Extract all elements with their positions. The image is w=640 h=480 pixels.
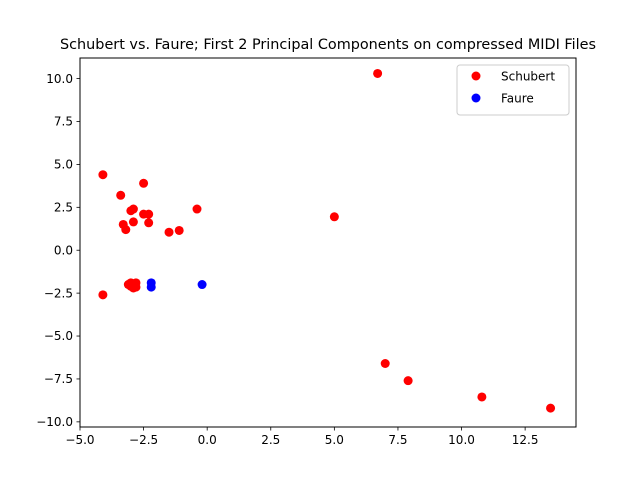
data-point	[144, 218, 154, 228]
data-point	[123, 280, 133, 290]
legend-marker	[471, 93, 481, 103]
y-tick-label: 5.0	[54, 158, 73, 172]
x-tick-label: 2.5	[261, 433, 280, 447]
data-point	[380, 358, 390, 368]
data-point	[373, 68, 383, 78]
y-tick-label: 7.5	[54, 115, 73, 129]
data-point	[116, 190, 126, 200]
x-tick-label: 5.0	[325, 433, 344, 447]
data-point	[121, 225, 131, 235]
y-tick-label: 10.0	[46, 72, 73, 86]
data-point	[403, 376, 413, 386]
y-tick-label: −5.0	[44, 329, 73, 343]
data-point	[128, 217, 138, 227]
legend-frame	[456, 64, 570, 116]
data-point	[98, 170, 108, 180]
x-tick-label: 0.0	[198, 433, 217, 447]
x-tick-label: −5.0	[65, 433, 94, 447]
data-point	[174, 225, 184, 235]
data-point	[131, 282, 141, 292]
data-point	[144, 209, 154, 219]
data-point	[197, 280, 207, 290]
data-point	[477, 392, 487, 402]
data-point	[98, 290, 108, 300]
x-tick-label: −2.5	[129, 433, 158, 447]
x-tick-label: 7.5	[388, 433, 407, 447]
series-faure	[146, 278, 207, 292]
data-point	[546, 403, 556, 413]
series-schubert	[98, 68, 556, 413]
data-point	[146, 282, 156, 292]
data-point	[164, 227, 174, 237]
y-tick-label: −7.5	[44, 372, 73, 386]
legend-label: Faure	[501, 91, 534, 105]
legend: Schubert Faure	[456, 64, 570, 116]
data-point	[139, 178, 149, 188]
chart-title: Schubert vs. Faure; First 2 Principal Co…	[60, 37, 596, 53]
points-layer	[98, 68, 556, 413]
data-point	[126, 206, 136, 216]
y-tick-label: 2.5	[54, 201, 73, 215]
x-tick-label: 12.5	[512, 433, 539, 447]
y-tick-label: −2.5	[44, 286, 73, 300]
legend-marker	[471, 71, 481, 81]
legend-label: Schubert	[501, 69, 555, 83]
y-tick-label: 0.0	[54, 243, 73, 257]
ticks-layer: −5.0 −2.5 0.0 2.5 5.0 7.5 10.0 12.5 −10.0 −7.5 −5.…	[36, 72, 538, 447]
x-tick-label: 10.0	[448, 433, 475, 447]
y-tick-label: −10.0	[36, 415, 73, 429]
data-point	[329, 212, 339, 222]
data-point	[192, 204, 202, 214]
axes-frame	[79, 57, 577, 428]
